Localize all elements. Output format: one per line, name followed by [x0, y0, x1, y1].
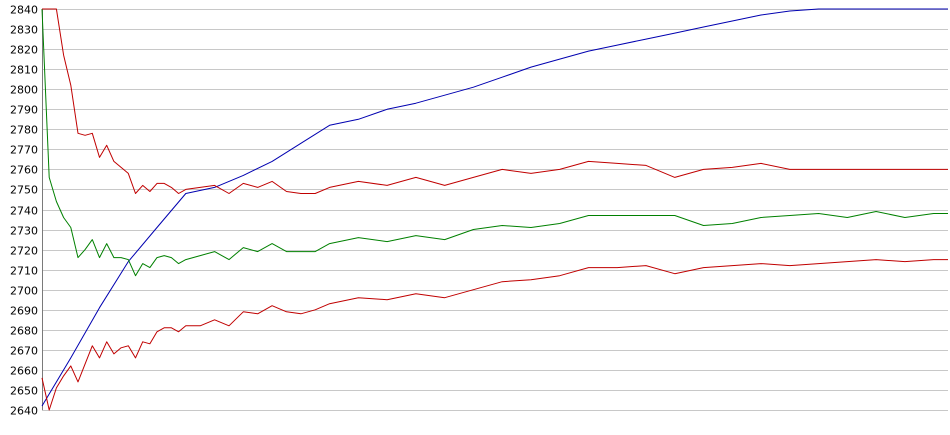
y-tick-label: 2640	[10, 405, 38, 418]
y-tick-label: 2670	[10, 345, 38, 358]
y-tick-label: 2730	[10, 225, 38, 238]
y-tick-label: 2840	[10, 4, 38, 17]
series-lines	[41, 8, 948, 411]
y-tick-label: 2710	[10, 265, 38, 278]
series-line-3	[42, 8, 948, 194]
series-line-2	[41, 8, 948, 277]
y-tick-label: 2820	[10, 44, 38, 57]
y-tick-label: 2830	[10, 24, 38, 37]
y-tick-label: 2660	[10, 365, 38, 378]
series-line-1	[41, 8, 948, 407]
y-tick-label: 2690	[10, 305, 38, 318]
series-line-4	[41, 259, 948, 411]
y-tick-label: 2790	[10, 104, 38, 117]
y-tick-label: 2810	[10, 64, 38, 77]
y-tick-label: 2700	[10, 285, 38, 298]
grid	[42, 9, 948, 411]
y-tick-label: 2680	[10, 325, 38, 338]
y-tick-label: 2740	[10, 205, 38, 218]
y-tick-label: 2650	[10, 385, 38, 398]
y-tick-label: 2760	[10, 164, 38, 177]
y-axis-ticks: 2640 2650 2660 2670 2680 2690 2700 2710 2720 2730…	[10, 4, 38, 418]
y-tick-label: 2750	[10, 184, 38, 197]
y-tick-label: 2720	[10, 245, 38, 258]
y-tick-label: 2770	[10, 144, 38, 157]
y-tick-label: 2780	[10, 124, 38, 137]
y-tick-label: 2800	[10, 84, 38, 97]
